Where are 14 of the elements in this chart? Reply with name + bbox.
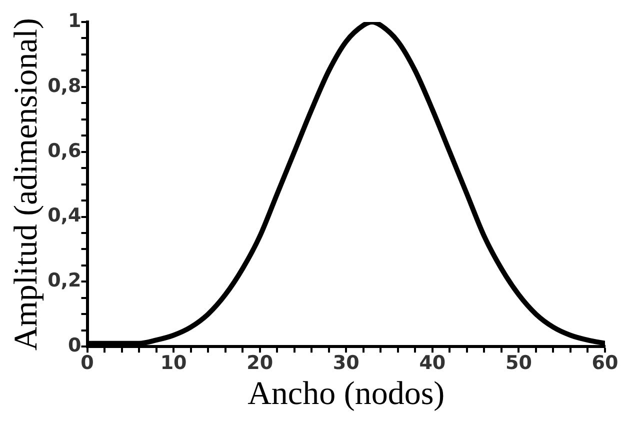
y-tick-label: 0,4 [48, 204, 82, 227]
x-axis-title: Ancho (nodos) [248, 376, 445, 412]
y-tick-label: 0,8 [48, 74, 82, 97]
x-tick-label: 60 [592, 352, 618, 374]
y-tick-label: 1 [68, 10, 82, 32]
y-tick-label: 0,6 [48, 140, 82, 162]
x-tick-label: 20 [246, 352, 274, 374]
x-tick-label: 50 [505, 352, 532, 374]
y-tick-label: 0 [68, 334, 82, 357]
y-axis-title: Amplitud (adimensional) [8, 18, 44, 351]
x-tick-label: 10 [160, 352, 187, 374]
y-tick-label: 0,2 [48, 270, 82, 292]
x-tick-label: 30 [332, 352, 360, 374]
x-tick-label: 40 [419, 352, 446, 374]
